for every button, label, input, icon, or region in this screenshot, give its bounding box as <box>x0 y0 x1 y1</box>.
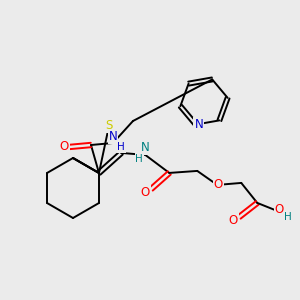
Text: H: H <box>117 142 125 152</box>
Text: N: N <box>109 130 117 143</box>
Text: N: N <box>194 118 203 131</box>
Text: H: H <box>284 212 292 222</box>
Text: O: O <box>214 178 223 191</box>
Text: O: O <box>141 186 150 200</box>
Text: H: H <box>135 154 143 164</box>
Text: O: O <box>275 203 284 216</box>
Text: N: N <box>141 141 150 154</box>
Text: S: S <box>105 119 113 132</box>
Text: O: O <box>229 214 238 227</box>
Text: O: O <box>59 140 69 154</box>
